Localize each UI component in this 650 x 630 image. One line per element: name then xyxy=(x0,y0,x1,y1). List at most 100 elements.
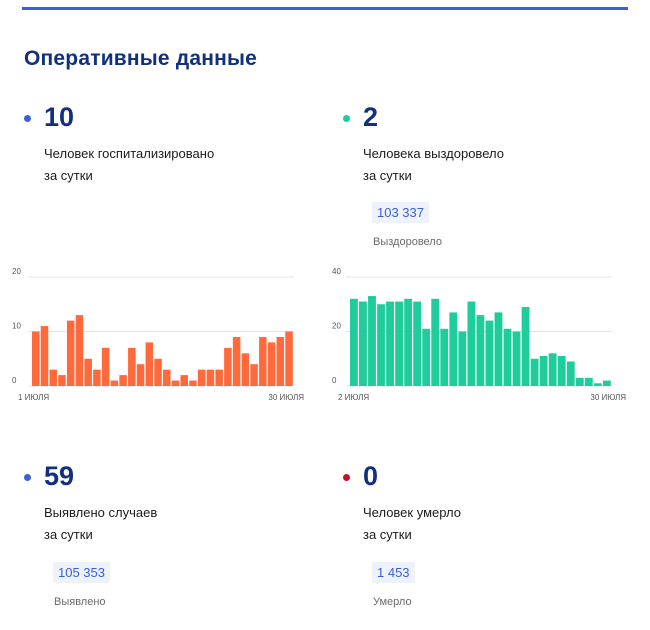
chart1-bar xyxy=(84,358,92,386)
chart1-bar xyxy=(66,320,75,386)
chart2-bar xyxy=(458,331,467,386)
chart1-bar xyxy=(250,364,258,386)
stat-deaths: 0 Человек умерло за сутки 1 453 Умерло xyxy=(343,460,633,620)
deaths-value: 0 xyxy=(363,461,379,491)
chart2-bar xyxy=(566,361,575,386)
chart2-bar xyxy=(485,320,494,386)
cases-value: 59 xyxy=(44,461,75,491)
chart2-bar xyxy=(440,328,449,386)
chart1-bar xyxy=(171,380,180,386)
blue-dot-icon xyxy=(24,474,31,481)
chart1-bar xyxy=(276,336,285,386)
chart2-bar xyxy=(386,301,394,386)
chart2-bar xyxy=(377,304,385,386)
chart1-bar xyxy=(224,347,232,386)
chart2-bar xyxy=(431,298,440,386)
recovered-total-label: Выздоровело xyxy=(373,236,442,248)
deaths-total: 1 453 xyxy=(372,562,415,583)
chart1-ytick-label: 10 xyxy=(12,322,21,331)
stat-hospitalized: 10 Человек госпитализировано за сутки xyxy=(24,101,314,183)
hospitalized-description: Человек госпитализировано за сутки xyxy=(44,143,274,187)
chart1-bar xyxy=(267,342,276,386)
chart1-bar xyxy=(136,364,145,386)
chart1-bar xyxy=(119,375,127,386)
recovered-chart: 0 20 40 2 ИЮЛЯ 30 ИЮЛЯ xyxy=(332,268,626,402)
chart1-bar xyxy=(128,347,136,386)
chart1-bar xyxy=(145,342,154,386)
chart2-bar xyxy=(503,328,512,386)
stat-recovered: 2 Человека выздоровело за сутки 103 337 … xyxy=(343,101,633,261)
chart1-bar xyxy=(241,353,250,386)
chart2-bar xyxy=(404,298,413,386)
chart2-xend-label: 30 ИЮЛЯ xyxy=(590,393,626,402)
chart1-bar xyxy=(285,331,293,386)
cases-total: 105 353 xyxy=(53,562,110,583)
chart2-ytick-label: 0 xyxy=(332,376,337,385)
chart1-bar xyxy=(215,369,223,386)
chart2-bar xyxy=(530,358,539,386)
hospitalized-line2: за сутки xyxy=(44,168,93,183)
chart1-bar xyxy=(101,347,110,386)
chart2-bar xyxy=(593,383,602,386)
chart1-xstart-label: 1 ИЮЛЯ xyxy=(18,393,49,402)
hospitalized-chart: 0 10 20 1 ИЮЛЯ 30 ИЮЛЯ xyxy=(12,268,304,402)
chart2-bar xyxy=(422,328,431,386)
hospitalized-line1: Человек госпитализировано xyxy=(44,146,215,161)
chart2-bar xyxy=(548,353,557,386)
red-dot-icon xyxy=(343,474,350,481)
chart1-bar xyxy=(163,369,171,386)
chart1-bar xyxy=(197,369,206,386)
chart2-bar xyxy=(413,301,422,386)
chart1-ytick-label: 20 xyxy=(12,268,21,276)
chart2-bar xyxy=(467,301,476,386)
deaths-line1: Человек умерло xyxy=(363,505,461,520)
chart2-bar xyxy=(494,312,503,386)
chart1-bar xyxy=(206,369,215,386)
chart1-bar xyxy=(32,331,40,386)
deaths-description: Человек умерло за сутки xyxy=(363,502,593,546)
chart1-bar xyxy=(232,336,241,386)
chart1-xend-label: 30 ИЮЛЯ xyxy=(268,393,304,402)
chart1-bar xyxy=(189,380,197,386)
chart1-bar xyxy=(40,326,49,386)
teal-dot-icon xyxy=(343,115,350,122)
chart1-bar xyxy=(58,375,66,386)
chart1-bar xyxy=(93,369,101,386)
chart1-bar xyxy=(110,380,119,386)
recovered-total: 103 337 xyxy=(372,202,429,223)
recovered-description: Человека выздоровело за сутки xyxy=(363,143,593,187)
cases-line2: за сутки xyxy=(44,527,93,542)
section-title: Оперативные данные xyxy=(24,47,258,70)
stat-cases: 59 Выявлено случаев за сутки 105 353 Выя… xyxy=(24,460,314,620)
chart2-bar xyxy=(521,306,530,386)
cases-line1: Выявлено случаев xyxy=(44,505,158,520)
recovered-value: 2 xyxy=(363,102,379,132)
chart2-bar xyxy=(368,296,376,386)
chart2-xstart-label: 2 ИЮЛЯ xyxy=(338,393,369,402)
recovered-line1: Человека выздоровело xyxy=(363,146,504,161)
chart2-bar xyxy=(584,377,593,386)
chart2-bar xyxy=(395,301,404,386)
chart2-bar xyxy=(449,312,458,386)
chart1-ytick-label: 0 xyxy=(12,376,17,385)
blue-dot-icon xyxy=(24,115,31,122)
chart2-bar xyxy=(557,356,566,386)
deaths-total-label: Умерло xyxy=(373,596,412,608)
chart1-bar xyxy=(180,375,188,386)
chart2-ytick-label: 20 xyxy=(332,322,341,331)
chart1-bar xyxy=(75,315,84,386)
chart1-bar xyxy=(259,336,267,386)
chart2-bar xyxy=(476,315,485,386)
chart2-bar xyxy=(350,298,358,386)
chart2-ytick-label: 40 xyxy=(332,268,341,276)
chart1-bar xyxy=(154,358,162,386)
chart2-bar xyxy=(602,380,611,386)
top-divider xyxy=(22,7,628,10)
chart2-bar xyxy=(359,301,367,386)
chart2-bar xyxy=(512,331,521,386)
chart2-bar xyxy=(575,377,584,386)
cases-total-label: Выявлено xyxy=(54,596,106,608)
recovered-line2: за сутки xyxy=(363,168,412,183)
chart1-bar xyxy=(49,369,57,386)
deaths-line2: за сутки xyxy=(363,527,412,542)
